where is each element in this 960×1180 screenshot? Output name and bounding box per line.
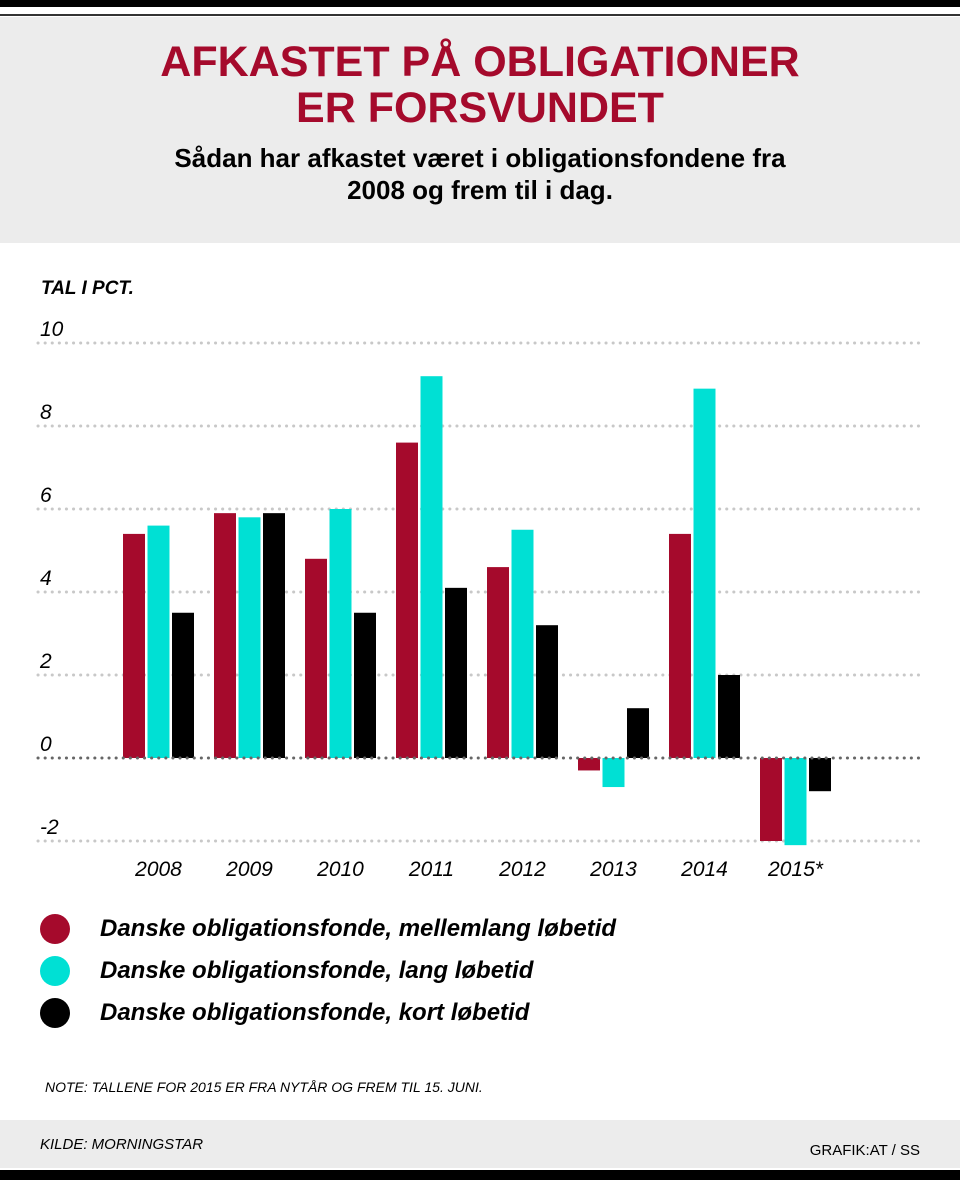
bars <box>123 376 831 846</box>
bar-2009-series-1 <box>238 517 261 758</box>
bar-2008-series-0 <box>123 533 145 758</box>
x-tick-label: 2014 <box>680 858 728 881</box>
bar-2012-series-0 <box>487 567 509 758</box>
bar-2015-series-0 <box>760 758 782 841</box>
bar-2009-series-2 <box>263 513 285 758</box>
subtitle-line-2: 2008 og frem til i dag. <box>347 175 613 205</box>
bar-2014-series-0 <box>669 533 691 758</box>
legend-dot-icon <box>40 914 70 944</box>
x-tick-label: 2008 <box>134 858 182 881</box>
x-tick-label: 2013 <box>589 858 637 881</box>
bar-2011-series-1 <box>420 376 443 758</box>
chart-subtitle: Sådan har afkastet været i obligationsfo… <box>0 142 960 206</box>
x-tick-label: 2012 <box>498 858 546 881</box>
subtitle-line-1: Sådan har afkastet været i obligationsfo… <box>174 143 786 173</box>
chart-title: AFKASTET PÅ OBLIGATIONER ER FORSVUNDET <box>0 39 960 131</box>
top-border <box>0 0 960 7</box>
bar-2014-series-2 <box>718 675 740 758</box>
bottom-border <box>0 1170 960 1180</box>
y-tick-label: 2 <box>39 650 52 673</box>
bar-2013-series-1 <box>602 758 625 788</box>
bar-2008-series-2 <box>172 612 194 758</box>
bar-2013-series-0 <box>578 758 600 771</box>
bar-2010-series-0 <box>305 558 327 758</box>
legend-dot-icon <box>40 956 70 986</box>
y-tick-label: 10 <box>40 318 64 341</box>
y-tick-label: 8 <box>40 401 52 424</box>
bar-2015-series-2 <box>809 758 831 792</box>
bar-2012-series-1 <box>511 529 534 758</box>
bar-2013-series-2 <box>627 708 649 758</box>
bar-2009-series-0 <box>214 513 236 758</box>
legend-label: Danske obligationsfonde, lang løbetid <box>100 957 534 984</box>
y-tick-label: -2 <box>40 816 59 839</box>
y-tick-label: 6 <box>40 484 52 507</box>
header-panel: AFKASTET PÅ OBLIGATIONER ER FORSVUNDET S… <box>0 17 960 243</box>
bar-2011-series-0 <box>396 442 418 758</box>
top-rule <box>0 14 960 16</box>
footer-panel: KILDE: MORNINGSTAR GRAFIK:AT / SS <box>0 1120 960 1168</box>
bar-2015-series-1 <box>784 758 807 846</box>
footnote: NOTE: TALLENE FOR 2015 ER FRA NYTÅR OG F… <box>45 1079 483 1095</box>
bar-2010-series-2 <box>354 612 376 758</box>
graphic-credit: GRAFIK:AT / SS <box>809 1142 920 1159</box>
bar-2012-series-2 <box>536 625 558 758</box>
tick-labels: 10 8 6 4 2 0 -2 2008 2009 2010 2011 2012 2013 2014 201… <box>39 318 824 881</box>
legend-dot-icon <box>40 998 70 1028</box>
title-line-1: AFKASTET PÅ OBLIGATIONER <box>160 38 800 86</box>
x-tick-label: 2009 <box>225 858 273 881</box>
y-tick-label: 0 <box>40 733 52 756</box>
title-line-2: ER FORSVUNDET <box>296 84 664 132</box>
bar-2014-series-1 <box>693 388 716 758</box>
bar-chart: 10 8 6 4 2 0 -2 2008 2009 2010 2011 2012 2013 2014 201… <box>36 318 922 881</box>
bar-2011-series-2 <box>445 587 467 758</box>
y-tick-label: 4 <box>40 567 52 590</box>
source-credit: KILDE: MORNINGSTAR <box>40 1136 204 1153</box>
x-tick-label: 2010 <box>316 858 364 881</box>
bar-2010-series-1 <box>329 509 352 758</box>
gridlines <box>36 341 922 843</box>
x-tick-label: 2015* <box>767 858 824 881</box>
y-axis-unit-label: TAL I PCT. <box>41 278 134 299</box>
x-tick-label: 2011 <box>408 858 454 881</box>
legend-label: Danske obligationsfonde, kort løbetid <box>100 999 530 1026</box>
legend-label: Danske obligationsfonde, mellemlang løbe… <box>100 915 617 942</box>
bar-2008-series-1 <box>147 525 170 758</box>
